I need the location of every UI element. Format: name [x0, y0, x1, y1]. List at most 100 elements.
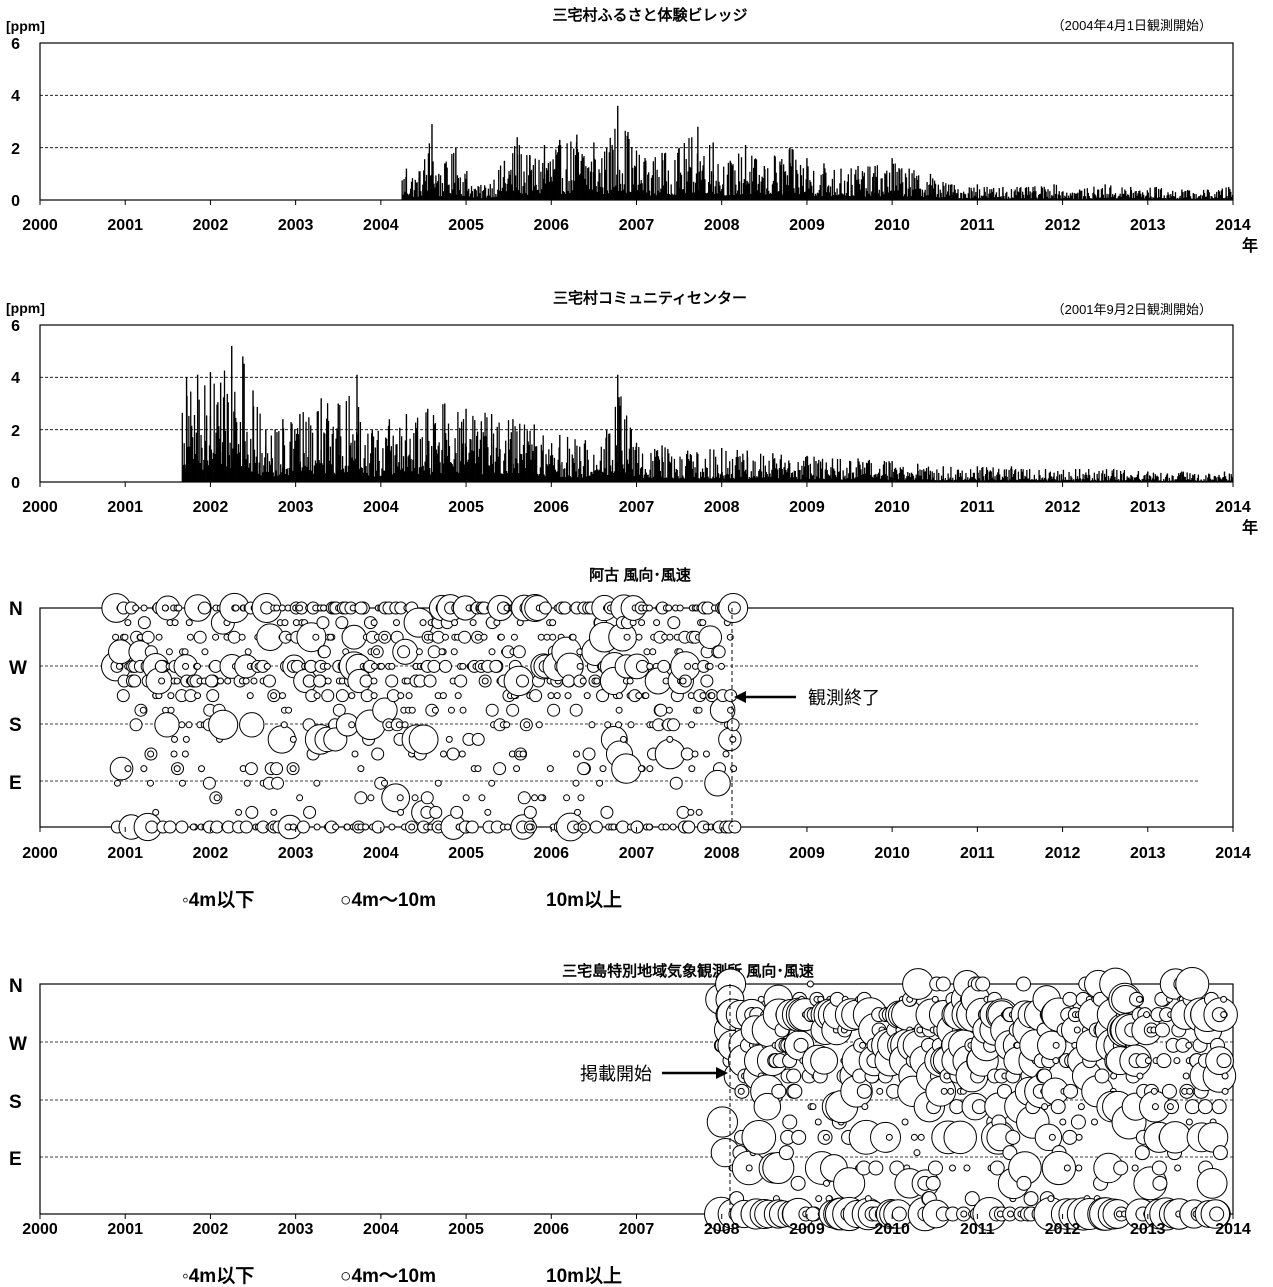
- wind-bubble: [313, 779, 321, 787]
- wind-bubble: [913, 1149, 921, 1157]
- wind-bubble: [626, 677, 634, 685]
- y-tick-label: 2: [11, 141, 20, 158]
- wind-bubble: [940, 1087, 948, 1095]
- bar-series: [181, 345, 1233, 482]
- x-tick-label: 2013: [1130, 845, 1166, 862]
- wind-bubble: [245, 805, 259, 819]
- wind-bubble: [549, 619, 557, 627]
- x-tick-label: 2001: [107, 1221, 143, 1238]
- wind-bubble: [700, 674, 714, 688]
- wind-bubble: [704, 769, 731, 797]
- wind-bubble: [876, 1087, 884, 1095]
- wind-bubble: [943, 1072, 951, 1080]
- wind-bubble: [285, 706, 293, 714]
- y-tick-label: 4: [11, 88, 20, 105]
- chart-title: 阿古 風向･風速: [589, 566, 691, 584]
- wind-bubble: [478, 794, 486, 802]
- wind-bubble: [642, 692, 650, 700]
- wind-bubble: [503, 721, 511, 729]
- wind-bubble: [666, 735, 674, 743]
- wind-bubble: [943, 1120, 977, 1155]
- wind-bubble: [579, 677, 587, 685]
- x-axis: 2000 2001 2002 2003 2004 2005 2006 2007 2008 2009…: [22, 482, 1251, 516]
- wind-bubble: [517, 791, 531, 805]
- wind-bubble: [367, 794, 375, 802]
- x-axis-unit: 年: [1242, 236, 1258, 255]
- wind-bubble: [572, 779, 580, 787]
- wind-bubble: [185, 721, 193, 729]
- x-tick-label: 2010: [874, 845, 910, 862]
- x-tick-label: 2006: [533, 499, 569, 516]
- direction-label-e: E: [9, 773, 22, 794]
- wind-bubble: [805, 1206, 821, 1222]
- x-tick-label: 2002: [193, 1221, 229, 1238]
- x-tick-label: 2009: [789, 217, 825, 234]
- y-axis-unit: [ppm]: [6, 300, 45, 316]
- wind-bubble: [589, 820, 603, 834]
- legend-item: ○4m～10m: [340, 1266, 436, 1287]
- wind-bubble: [1047, 1195, 1055, 1203]
- wind-bubble: [113, 779, 121, 787]
- wind-bubble: [596, 689, 610, 703]
- wind-bubble: [547, 703, 561, 717]
- wind-bubble: [757, 995, 765, 1003]
- wind-bubble: [335, 689, 349, 703]
- wind-bubble: [822, 1133, 830, 1141]
- wind-bubble: [861, 1103, 869, 1111]
- wind-bubble: [902, 968, 934, 1000]
- wind-bubble: [684, 662, 692, 670]
- legend: ◦4m以下 ○4m～10m 10m以上: [182, 1265, 622, 1287]
- wind-bubble: [523, 721, 531, 729]
- wind-bubble: [680, 747, 694, 761]
- wind-bubble: [263, 662, 271, 670]
- wind-bubble: [335, 616, 349, 630]
- wind-bubble: [124, 619, 132, 627]
- wind-bubble: [395, 721, 403, 729]
- wind-bubble: [708, 692, 716, 700]
- direction-label-e: E: [9, 1149, 22, 1170]
- wind-bubble: [320, 604, 328, 612]
- x-tick-label: 2014: [1215, 217, 1251, 234]
- wind-bubble: [947, 1087, 955, 1095]
- wind-bubble: [354, 601, 368, 615]
- wind-bubble: [224, 677, 232, 685]
- wind-bubble: [445, 735, 453, 743]
- wind-bubble: [724, 689, 738, 703]
- wind-bubble: [193, 662, 201, 670]
- x-axis: 2000 2001 2002 2003 2004 2005 2006 2007 2008 2009…: [22, 827, 1251, 862]
- wind-bubble: [145, 820, 159, 834]
- wind-bubble: [484, 808, 492, 816]
- wind-bubble: [510, 633, 518, 641]
- wind-bubble: [488, 648, 496, 656]
- legend-item: 10m以上: [546, 1265, 622, 1287]
- x-tick-label: 2008: [704, 845, 740, 862]
- wind-bubble: [121, 633, 129, 641]
- wind-bubble: [292, 619, 300, 627]
- x-tick-label: 2003: [278, 1221, 314, 1238]
- x-tick-label: 2006: [533, 217, 569, 234]
- x-tick-label: 2011: [960, 1221, 995, 1238]
- x-tick-label: 2014: [1215, 845, 1251, 862]
- wind-bubble: [170, 750, 178, 758]
- wind-bubble: [154, 712, 180, 738]
- wind-bubble: [324, 677, 332, 685]
- wind-bubble: [332, 703, 346, 717]
- wind-bubble: [178, 721, 186, 729]
- wind-bubble: [810, 1046, 839, 1075]
- y-axis-unit: [ppm]: [6, 18, 45, 34]
- wind-bubble: [451, 619, 459, 627]
- x-tick-label: 2012: [1045, 1221, 1081, 1238]
- wind-bubble: [653, 619, 661, 627]
- wind-bubble: [1073, 1026, 1081, 1034]
- wind-bubble: [450, 805, 464, 819]
- wind-bubble: [1113, 1160, 1129, 1176]
- wind-bubble: [1136, 1072, 1144, 1080]
- wind-bubble: [193, 630, 207, 644]
- wind-bubble-series: [704, 966, 1238, 1232]
- wind-bubble: [910, 1133, 918, 1141]
- wind-bubble: [296, 794, 304, 802]
- wind-bubble-series: [101, 592, 749, 842]
- x-tick-label: 2005: [448, 845, 484, 862]
- wind-bubble: [167, 706, 175, 714]
- wind-bubble: [529, 689, 543, 703]
